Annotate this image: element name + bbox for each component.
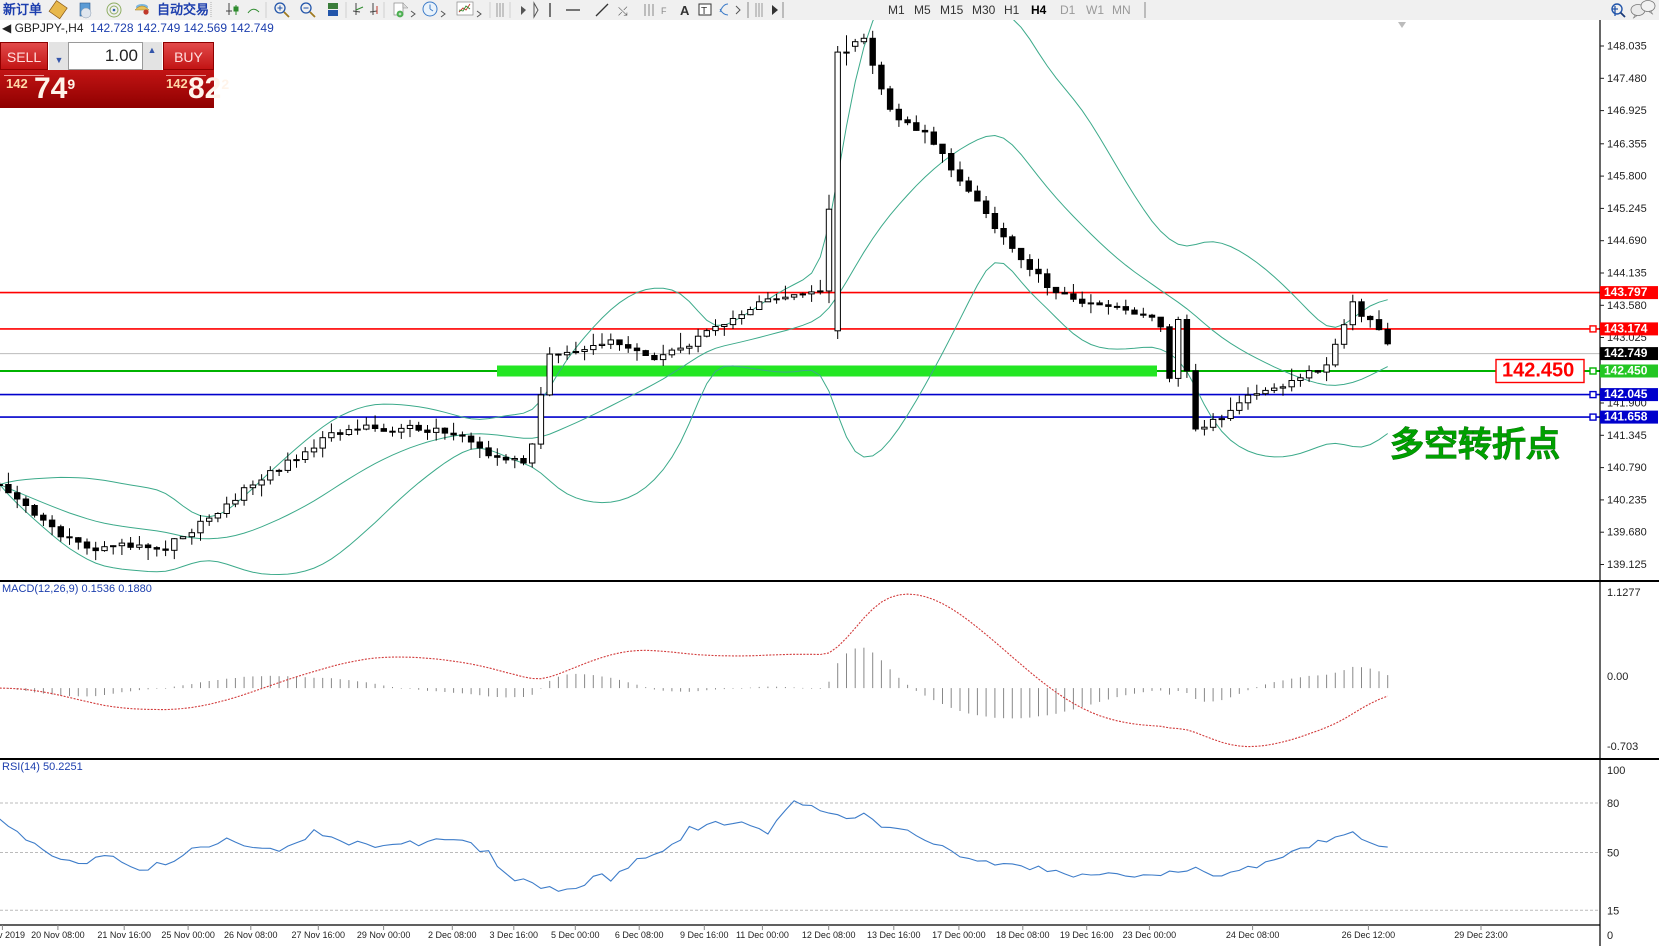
- svg-text:多空转折点: 多空转折点: [1390, 426, 1560, 464]
- svg-text:M30: M30: [972, 3, 996, 17]
- svg-text:24 Dec 08:00: 24 Dec 08:00: [1226, 930, 1280, 940]
- svg-text:9 Nov 2019: 9 Nov 2019: [0, 930, 25, 940]
- svg-text:新订单: 新订单: [3, 2, 42, 17]
- svg-text:143.797: 143.797: [1604, 285, 1648, 299]
- svg-text:29 Nov 00:00: 29 Nov 00:00: [357, 930, 411, 940]
- svg-text:145.800: 145.800: [1607, 171, 1647, 183]
- svg-text:6 Dec 08:00: 6 Dec 08:00: [615, 930, 664, 940]
- svg-text:M1: M1: [888, 3, 905, 17]
- svg-text:29 Dec 23:00: 29 Dec 23:00: [1454, 930, 1508, 940]
- svg-text:9 Dec 16:00: 9 Dec 16:00: [680, 930, 729, 940]
- svg-text:139.680: 139.680: [1607, 527, 1647, 539]
- svg-text:H1: H1: [1004, 3, 1020, 17]
- svg-text:M5: M5: [914, 3, 931, 17]
- svg-text:3 Dec 16:00: 3 Dec 16:00: [490, 930, 539, 940]
- svg-text:26 Dec 12:00: 26 Dec 12:00: [1342, 930, 1396, 940]
- svg-text:2 Dec 08:00: 2 Dec 08:00: [428, 930, 477, 940]
- svg-text:13 Dec 16:00: 13 Dec 16:00: [867, 930, 921, 940]
- svg-text:⤯: ⤯: [618, 4, 628, 18]
- svg-text:145.245: 145.245: [1607, 203, 1647, 215]
- svg-text:H4: H4: [1031, 3, 1047, 17]
- svg-text:141.658: 141.658: [1604, 410, 1648, 424]
- svg-text:0: 0: [1607, 930, 1613, 942]
- svg-text:0.00: 0.00: [1607, 671, 1628, 683]
- svg-text:17 Dec 00:00: 17 Dec 00:00: [932, 930, 986, 940]
- svg-text:D1: D1: [1060, 3, 1076, 17]
- svg-text:139.125: 139.125: [1607, 559, 1647, 571]
- svg-text:25 Nov 00:00: 25 Nov 00:00: [161, 930, 215, 940]
- svg-text:141.345: 141.345: [1607, 430, 1647, 442]
- svg-text:50: 50: [1607, 848, 1619, 860]
- svg-text:18 Dec 08:00: 18 Dec 08:00: [996, 930, 1050, 940]
- svg-text:148.035: 148.035: [1607, 41, 1647, 53]
- svg-text:15: 15: [1607, 905, 1619, 917]
- svg-text:27 Nov 16:00: 27 Nov 16:00: [292, 930, 346, 940]
- svg-text:142.749: 142.749: [1604, 346, 1648, 360]
- svg-text:W1: W1: [1086, 3, 1104, 17]
- svg-text:自动交易: 自动交易: [157, 2, 209, 17]
- svg-text:21 Nov 16:00: 21 Nov 16:00: [97, 930, 151, 940]
- svg-text:144.690: 144.690: [1607, 235, 1647, 247]
- svg-text:26 Nov 08:00: 26 Nov 08:00: [224, 930, 278, 940]
- svg-text:23 Dec 00:00: 23 Dec 00:00: [1123, 930, 1177, 940]
- svg-text:12 Dec 08:00: 12 Dec 08:00: [802, 930, 856, 940]
- svg-text:20 Nov 08:00: 20 Nov 08:00: [31, 930, 85, 940]
- svg-text:146.355: 146.355: [1607, 138, 1647, 150]
- svg-text:143.580: 143.580: [1607, 300, 1647, 312]
- svg-text:T: T: [701, 6, 707, 17]
- svg-text:146.925: 146.925: [1607, 105, 1647, 117]
- svg-text:140.790: 140.790: [1607, 462, 1647, 474]
- svg-text:142.450: 142.450: [1604, 364, 1648, 378]
- svg-text:11 Dec 00:00: 11 Dec 00:00: [736, 930, 789, 940]
- svg-text:142.450: 142.450: [1502, 360, 1574, 382]
- svg-text:143.174: 143.174: [1604, 321, 1648, 335]
- svg-text:142.045: 142.045: [1604, 387, 1648, 401]
- svg-text:5 Dec 00:00: 5 Dec 00:00: [551, 930, 600, 940]
- svg-text:100: 100: [1607, 765, 1625, 777]
- svg-text:1.1277: 1.1277: [1607, 587, 1641, 599]
- svg-text:147.480: 147.480: [1607, 73, 1647, 85]
- svg-text:144.135: 144.135: [1607, 268, 1647, 280]
- svg-text:MN: MN: [1112, 3, 1131, 17]
- svg-text:F: F: [661, 6, 667, 16]
- svg-text:80: 80: [1607, 798, 1619, 810]
- svg-text:-0.703: -0.703: [1607, 741, 1638, 753]
- svg-text:M15: M15: [940, 3, 964, 17]
- svg-text:19 Dec 16:00: 19 Dec 16:00: [1060, 930, 1114, 940]
- svg-text:A: A: [680, 3, 690, 18]
- svg-text:140.235: 140.235: [1607, 494, 1647, 506]
